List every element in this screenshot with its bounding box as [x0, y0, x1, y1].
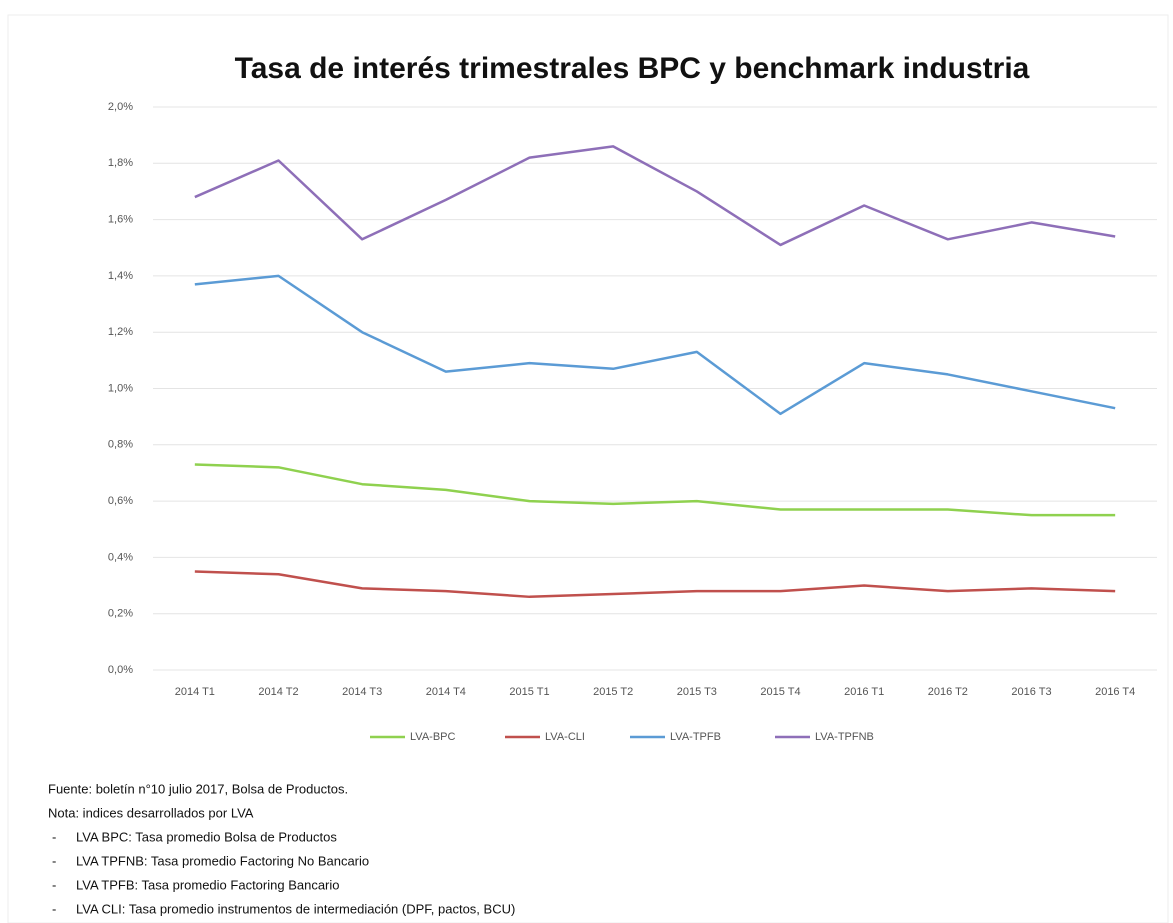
- definition: LVA TPFB: Tasa promedio Factoring Bancar…: [76, 877, 340, 892]
- y-tick-label: 1,0%: [108, 382, 133, 394]
- definition: LVA BPC: Tasa promedio Bolsa de Producto…: [76, 829, 337, 844]
- x-tick-label: 2014 T4: [426, 686, 466, 698]
- x-tick-label: 2015 T2: [593, 686, 633, 698]
- x-tick-label: 2016 T2: [928, 686, 968, 698]
- x-tick-label: 2014 T1: [175, 686, 215, 698]
- y-tick-label: 1,6%: [108, 214, 133, 226]
- legend-label: LVA-CLI: [545, 731, 585, 743]
- y-tick-label: 0,6%: [108, 495, 133, 507]
- y-tick-label: 0,2%: [108, 608, 133, 620]
- x-tick-label: 2015 T3: [677, 686, 717, 698]
- bullet: -: [52, 853, 56, 868]
- y-tick-label: 0,8%: [108, 439, 133, 451]
- y-tick-label: 0,0%: [108, 664, 133, 676]
- x-tick-label: 2016 T4: [1095, 686, 1135, 698]
- legend-label: LVA-TPFNB: [815, 731, 874, 743]
- bullet: -: [52, 829, 56, 844]
- legend-label: LVA-TPFB: [670, 731, 721, 743]
- note: Nota: indices desarrollados por LVA: [48, 805, 254, 820]
- y-tick-label: 1,8%: [108, 157, 133, 169]
- chart-title: Tasa de interés trimestrales BPC y bench…: [235, 52, 1030, 85]
- legend-label: LVA-BPC: [410, 731, 455, 743]
- y-tick-label: 0,4%: [108, 551, 133, 563]
- definition: LVA TPFNB: Tasa promedio Factoring No Ba…: [76, 853, 369, 868]
- series-line: [194, 570, 1116, 599]
- x-tick-label: 2014 T3: [342, 686, 382, 698]
- bullet: -: [52, 901, 56, 916]
- x-tick-label: 2014 T2: [258, 686, 298, 698]
- series-line: [194, 463, 1116, 517]
- y-tick-label: 1,2%: [108, 326, 133, 338]
- x-tick-label: 2015 T1: [509, 686, 549, 698]
- x-tick-label: 2015 T4: [760, 686, 800, 698]
- series-line: [194, 274, 1116, 416]
- chart-frame: [7, 14, 1169, 923]
- bullet: -: [52, 877, 56, 892]
- y-tick-label: 2,0%: [108, 101, 133, 113]
- source: Fuente: boletín n°10 julio 2017, Bolsa d…: [48, 781, 348, 796]
- x-tick-label: 2016 T1: [844, 686, 884, 698]
- x-tick-label: 2016 T3: [1011, 686, 1051, 698]
- definition: LVA CLI: Tasa promedio instrumentos de i…: [76, 901, 515, 916]
- y-tick-label: 1,4%: [108, 270, 133, 282]
- series-line: [194, 145, 1116, 247]
